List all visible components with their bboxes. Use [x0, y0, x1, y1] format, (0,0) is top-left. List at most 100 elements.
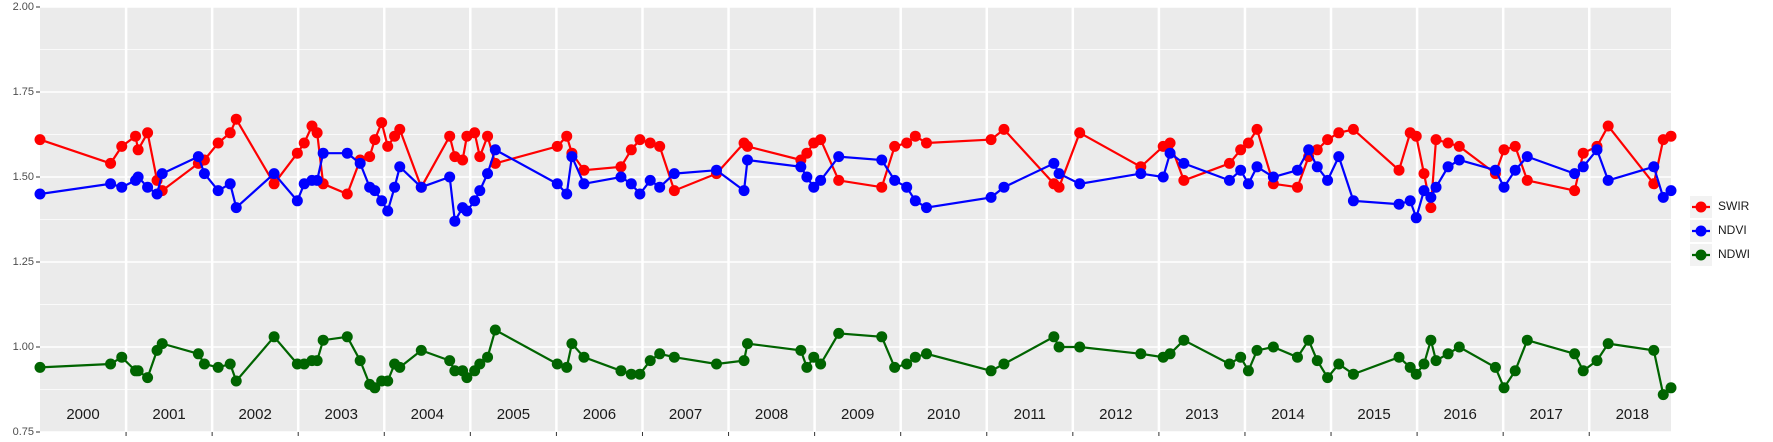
point: [1453, 341, 1465, 353]
x-tick-label: 2005: [497, 406, 530, 423]
point: [1251, 161, 1263, 173]
legend-label: NDWI: [1718, 247, 1750, 261]
point: [156, 168, 168, 180]
point: [876, 154, 888, 166]
point: [489, 324, 501, 336]
point: [654, 181, 666, 193]
point: [625, 178, 637, 190]
point: [1498, 181, 1510, 193]
point: [1569, 348, 1581, 360]
point: [985, 365, 997, 377]
point: [142, 181, 154, 193]
y-tick-label: 1.00: [13, 341, 34, 353]
point: [268, 178, 280, 190]
point: [1251, 344, 1263, 356]
point: [461, 372, 473, 384]
point: [654, 140, 666, 152]
point: [741, 338, 753, 350]
point: [311, 127, 323, 139]
point: [1665, 185, 1677, 197]
point: [901, 137, 913, 149]
point: [738, 355, 750, 367]
y-tick-label: 1.25: [13, 256, 34, 268]
point: [889, 361, 901, 373]
x-tick-label: 2001: [152, 406, 185, 423]
point: [1393, 351, 1405, 363]
point: [985, 134, 997, 146]
point: [741, 154, 753, 166]
point: [1521, 151, 1533, 163]
x-tick-label: 2010: [927, 406, 960, 423]
x-tick-label: 2018: [1616, 406, 1649, 423]
point: [1267, 341, 1279, 353]
point: [1242, 365, 1254, 377]
x-tick-label: 2015: [1357, 406, 1390, 423]
x-tick-label: 2012: [1099, 406, 1132, 423]
point: [876, 331, 888, 343]
point: [876, 181, 888, 193]
point: [1648, 178, 1660, 190]
point: [1577, 365, 1589, 377]
x-tick-label: 2004: [411, 406, 444, 423]
point: [1393, 198, 1405, 210]
point: [142, 372, 154, 384]
point: [1453, 154, 1465, 166]
point: [449, 215, 461, 227]
point: [998, 358, 1010, 370]
point: [1577, 147, 1589, 159]
point: [561, 130, 573, 142]
point: [1347, 123, 1359, 135]
point: [1347, 195, 1359, 207]
point: [1291, 164, 1303, 176]
point: [224, 127, 236, 139]
point: [116, 351, 128, 363]
point: [1223, 157, 1235, 169]
legend-label: NDVI: [1718, 223, 1747, 237]
point: [1223, 174, 1235, 186]
point: [382, 375, 394, 387]
point: [1665, 382, 1677, 394]
point: [625, 144, 637, 156]
point: [654, 348, 666, 360]
point: [268, 331, 280, 343]
point: [1074, 127, 1086, 139]
point: [901, 181, 913, 193]
point: [105, 157, 117, 169]
point: [668, 351, 680, 363]
point: [644, 355, 656, 367]
point: [644, 174, 656, 186]
point: [341, 188, 353, 200]
point: [833, 151, 845, 163]
point: [1521, 334, 1533, 346]
point: [1648, 344, 1660, 356]
point: [354, 157, 366, 169]
x-tick-label: 2011: [1014, 406, 1046, 423]
legend-point: [1695, 225, 1707, 237]
point: [615, 171, 627, 183]
point: [1591, 144, 1603, 156]
point: [474, 358, 486, 370]
y-tick-label: 0.75: [13, 426, 34, 438]
point: [1164, 348, 1176, 360]
point: [444, 355, 456, 367]
point: [311, 355, 323, 367]
point: [1442, 137, 1454, 149]
legend-label: SWIR: [1718, 199, 1750, 213]
point: [1251, 123, 1263, 135]
point: [1347, 368, 1359, 380]
point: [1430, 355, 1442, 367]
point: [1602, 338, 1614, 350]
point: [1509, 164, 1521, 176]
point: [156, 338, 168, 350]
point: [921, 202, 933, 214]
point: [230, 202, 242, 214]
point: [1425, 191, 1437, 203]
point: [1053, 181, 1065, 193]
point: [815, 174, 827, 186]
point: [1223, 358, 1235, 370]
point: [909, 195, 921, 207]
point: [444, 130, 456, 142]
point: [561, 361, 573, 373]
point: [833, 174, 845, 186]
point: [551, 358, 563, 370]
